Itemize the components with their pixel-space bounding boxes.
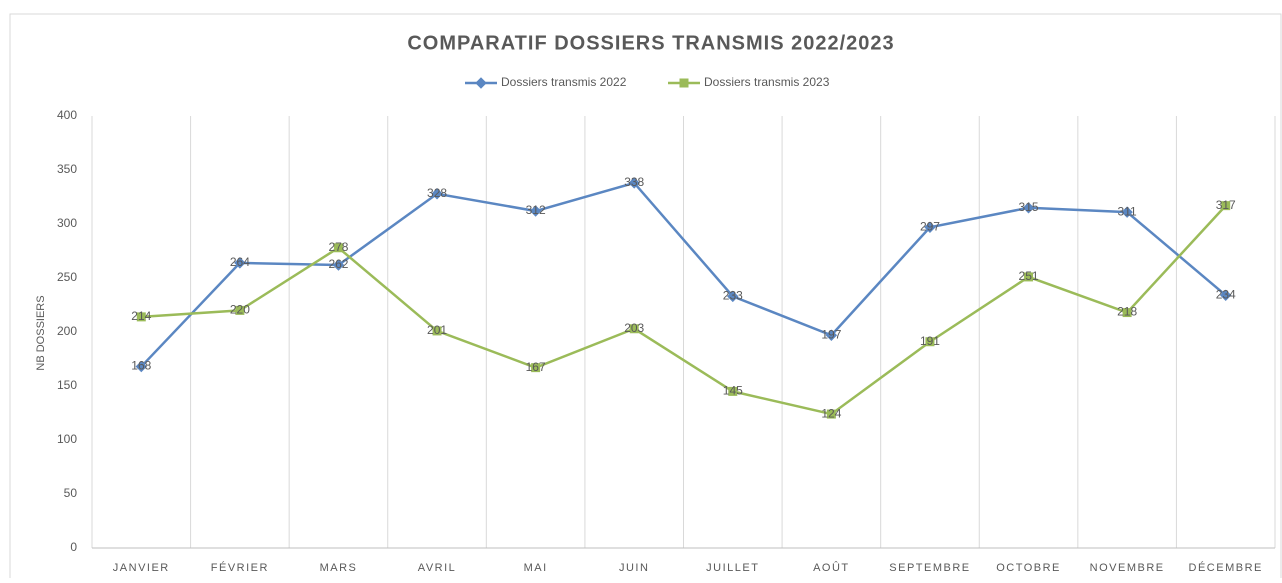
legend-marker bbox=[679, 78, 689, 88]
data-point bbox=[1122, 308, 1132, 318]
data-point bbox=[234, 257, 246, 269]
y-tick-label: 50 bbox=[64, 486, 78, 500]
y-tick-label: 100 bbox=[57, 432, 77, 446]
data-label: 338 bbox=[624, 175, 644, 189]
data-point bbox=[431, 188, 443, 200]
data-point bbox=[332, 259, 345, 271]
x-tick-label: MARS bbox=[320, 562, 358, 574]
data-point bbox=[1121, 206, 1133, 218]
y-axis-label: NB DOSSIERS bbox=[35, 295, 47, 370]
data-label: 167 bbox=[526, 360, 546, 374]
data-point bbox=[1221, 201, 1231, 211]
data-label: 297 bbox=[920, 219, 940, 233]
x-tick-label: JANVIER bbox=[113, 562, 170, 574]
x-tick-label: SEPTEMBRE bbox=[889, 562, 970, 574]
legend-label: Dossiers transmis 2022 bbox=[501, 75, 627, 89]
data-point bbox=[529, 205, 542, 217]
x-tick-label: AOÛT bbox=[813, 561, 850, 574]
data-point bbox=[924, 221, 936, 233]
data-point bbox=[1220, 289, 1232, 301]
data-point bbox=[1022, 202, 1035, 214]
y-tick-label: 300 bbox=[57, 216, 77, 230]
data-label: 315 bbox=[1019, 200, 1039, 214]
x-tick-label: AVRIL bbox=[418, 562, 456, 574]
chart-border bbox=[9, 13, 1282, 583]
series-line bbox=[140, 181, 1227, 368]
chart-title: COMPARATIF DOSSIERS TRANSMIS 2022/2023 bbox=[407, 32, 894, 54]
data-point bbox=[825, 329, 838, 341]
data-point bbox=[135, 360, 147, 373]
data-label: 233 bbox=[723, 289, 743, 303]
data-point bbox=[727, 290, 739, 303]
data-point bbox=[925, 337, 935, 347]
y-tick-label: 350 bbox=[57, 162, 77, 176]
series-line bbox=[141, 204, 1227, 416]
data-point bbox=[235, 305, 245, 315]
data-label: 145 bbox=[723, 384, 743, 398]
x-tick-label: FÉVRIER bbox=[211, 561, 269, 574]
data-label: 168 bbox=[131, 359, 151, 373]
data-label: 220 bbox=[230, 303, 250, 317]
legend-label: Dossiers transmis 2023 bbox=[704, 75, 830, 89]
data-point bbox=[628, 177, 640, 189]
data-label: 311 bbox=[1118, 204, 1137, 218]
y-tick-label: 0 bbox=[70, 540, 77, 554]
data-label: 278 bbox=[328, 240, 348, 254]
data-point bbox=[1024, 272, 1034, 282]
data-point bbox=[728, 386, 738, 396]
data-label: 251 bbox=[1019, 269, 1039, 283]
y-tick-label: 400 bbox=[57, 108, 77, 122]
data-label: 203 bbox=[624, 321, 644, 335]
data-label: 201 bbox=[427, 323, 447, 337]
y-tick-label: 150 bbox=[57, 378, 77, 392]
data-point bbox=[333, 243, 343, 253]
data-point bbox=[432, 326, 442, 336]
y-tick-label: 250 bbox=[57, 270, 77, 284]
data-label: 262 bbox=[328, 257, 348, 271]
data-label: 124 bbox=[821, 406, 841, 420]
data-label: 197 bbox=[821, 327, 841, 341]
data-label: 218 bbox=[1117, 305, 1137, 319]
data-label: 264 bbox=[230, 255, 250, 269]
x-tick-label: DÉCEMBRE bbox=[1189, 561, 1263, 574]
data-label: 214 bbox=[131, 309, 151, 323]
data-label: 317 bbox=[1216, 198, 1236, 212]
x-tick-label: MAI bbox=[524, 562, 548, 574]
data-point bbox=[531, 363, 541, 373]
legend-marker bbox=[475, 77, 487, 89]
y-tick-label: 200 bbox=[57, 324, 77, 338]
x-tick-label: JUIN bbox=[619, 562, 649, 574]
data-label: 191 bbox=[920, 334, 940, 348]
data-point bbox=[826, 409, 836, 419]
data-label: 312 bbox=[526, 203, 546, 217]
data-label: 328 bbox=[427, 186, 447, 200]
x-tick-label: NOVEMBRE bbox=[1090, 562, 1165, 574]
data-point bbox=[629, 324, 639, 334]
data-label: 234 bbox=[1216, 287, 1236, 301]
data-point bbox=[136, 312, 146, 322]
x-tick-label: JUILLET bbox=[706, 562, 759, 574]
x-tick-label: OCTOBRE bbox=[996, 562, 1061, 574]
